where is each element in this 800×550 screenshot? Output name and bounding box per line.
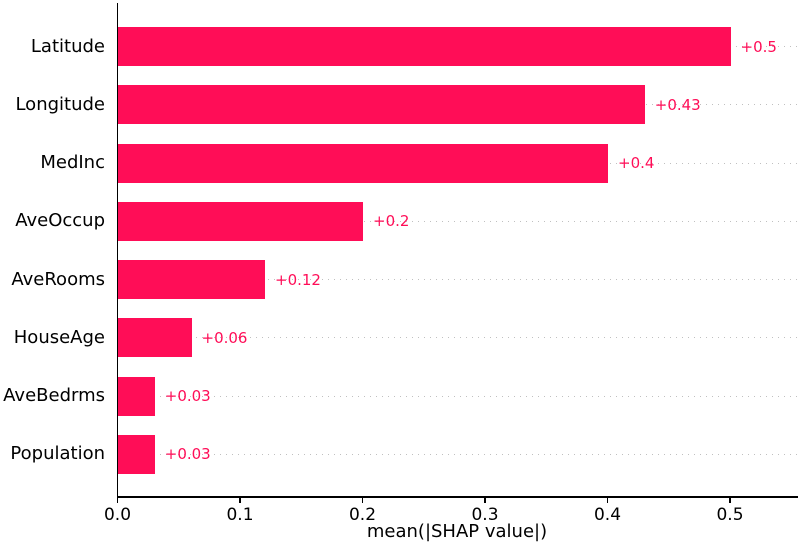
bar — [118, 260, 265, 300]
bar — [118, 434, 155, 474]
y-axis-spine — [116, 3, 118, 497]
gridline — [118, 337, 797, 339]
x-axis-tick — [361, 497, 364, 503]
bar-value-label: +0.2 — [373, 212, 410, 231]
x-axis-tick-label: 0.0 — [103, 505, 132, 525]
bar — [118, 318, 192, 358]
x-axis-tick — [116, 497, 119, 503]
gridline — [118, 220, 797, 222]
x-axis-tick-label: 0.3 — [471, 505, 499, 525]
x-axis-label: mean(|SHAP value|) — [366, 521, 548, 542]
feature-label: Longitude — [15, 93, 105, 115]
bar-value-label: +0.03 — [164, 387, 211, 406]
bar-value-label: +0.12 — [275, 270, 321, 289]
x-axis-spine — [116, 496, 798, 498]
bar — [118, 85, 645, 125]
bar — [118, 201, 363, 241]
feature-label: MedInc — [40, 152, 105, 174]
gridline — [118, 279, 797, 281]
bar-value-label: +0.43 — [654, 95, 701, 114]
x-axis-tick-label: 0.5 — [716, 505, 744, 525]
feature-label: HouseAge — [13, 326, 105, 348]
x-axis-tick — [606, 497, 609, 503]
x-axis-tick-label: 0.4 — [593, 505, 622, 525]
feature-label: AveOccup — [15, 210, 105, 232]
x-axis-tick — [239, 497, 241, 503]
feature-label: AveBedrms — [3, 385, 105, 407]
bar — [118, 376, 155, 416]
x-axis-tick — [484, 497, 486, 503]
feature-label: Latitude — [30, 35, 105, 57]
bar-value-label: +0.4 — [618, 154, 655, 173]
bar — [118, 27, 731, 66]
feature-label: Population — [10, 443, 105, 465]
bar-value-label: +0.5 — [740, 37, 777, 56]
bar-value-label: +0.06 — [201, 328, 248, 347]
x-axis-tick — [729, 497, 731, 503]
gridline — [118, 395, 797, 397]
bar-value-label: +0.03 — [164, 445, 211, 464]
x-axis-tick-label: 0.2 — [348, 505, 377, 525]
bar — [118, 143, 608, 183]
feature-label: AveRooms — [11, 268, 105, 290]
x-axis-tick-label: 0.1 — [226, 505, 254, 525]
gridline — [118, 453, 797, 455]
